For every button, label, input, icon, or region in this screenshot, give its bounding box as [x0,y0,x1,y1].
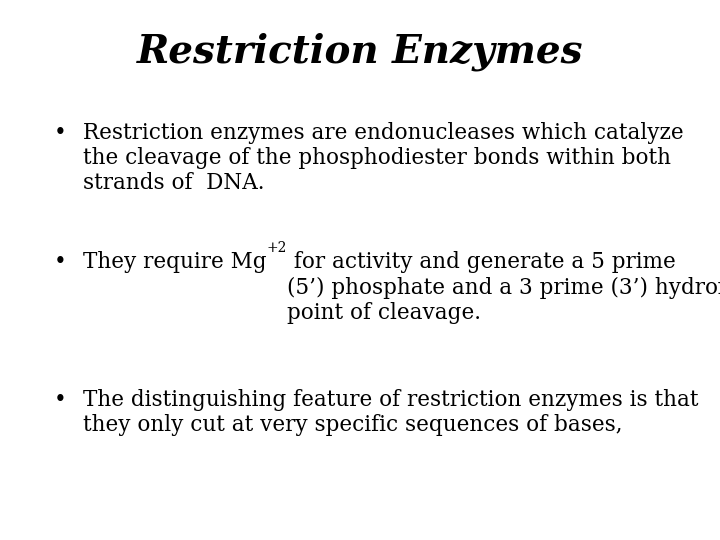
Text: •: • [54,122,67,144]
Text: Restriction enzymes are endonucleases which catalyze
the cleavage of the phospho: Restriction enzymes are endonucleases wh… [83,122,683,194]
Text: •: • [54,251,67,273]
Text: for activity and generate a 5 prime
(5’) phosphate and a 3 prime (3’) hydroxyl g: for activity and generate a 5 prime (5’)… [287,251,720,324]
Text: •: • [54,389,67,411]
Text: They require Mg: They require Mg [83,251,266,273]
Text: The distinguishing feature of restriction enzymes is that
they only cut at very : The distinguishing feature of restrictio… [83,389,698,436]
Text: Restriction Enzymes: Restriction Enzymes [137,32,583,71]
Text: +2: +2 [266,241,287,255]
